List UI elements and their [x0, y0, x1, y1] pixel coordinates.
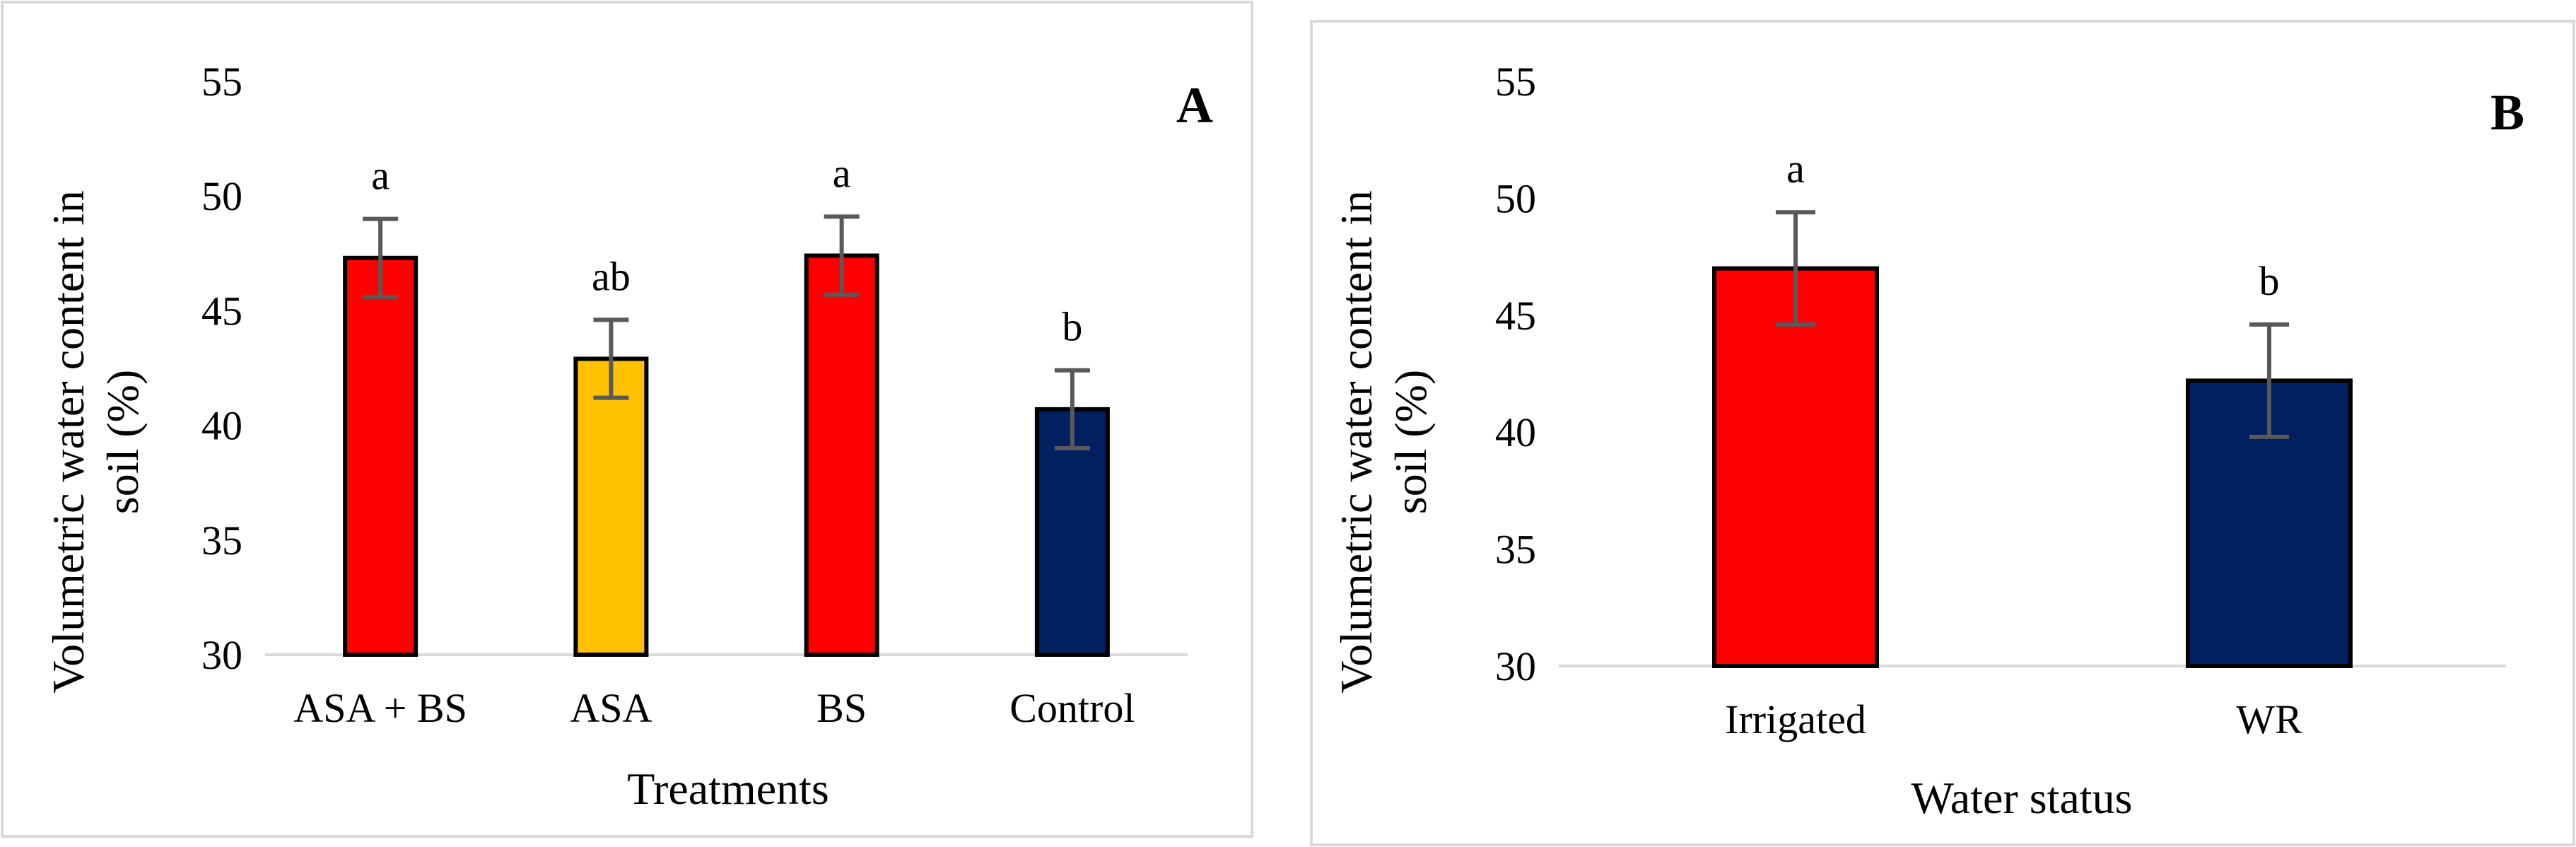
panel-b-frame [1310, 20, 2575, 846]
panel-a-y-tick-label: 35 [201, 518, 242, 563]
panel-a-bar-bs [804, 253, 879, 657]
panel-b-y-tick-label: 40 [1495, 409, 1536, 455]
panel-b-y-axis-title: Volumetric water content in soil (%) [1331, 190, 1436, 694]
panel-a-x-axis-title: Treatments [627, 764, 829, 814]
panel-a-category-label: Control [1009, 685, 1135, 731]
panel-a-y-tick-label: 45 [201, 288, 242, 334]
panel-a-significance-letter: b [1062, 304, 1082, 350]
panel-b-y-tick-label: 45 [1495, 293, 1536, 339]
panel-b-category-label: Irrigated [1725, 696, 1866, 742]
panel-a-category-label: BS [816, 685, 867, 731]
panel-a-y-tick-label: 30 [201, 632, 242, 678]
panel-a-y-tick-label: 55 [201, 59, 242, 105]
panel-a-y-axis-title-line-2: soil (%) [98, 370, 148, 514]
panel-a-plot-area: 30 35 40 45 50 55 a ASA + BS ab ASA a BS b Control [201, 59, 1188, 731]
panel-a-letter: A [1176, 77, 1213, 134]
panel-b-y-tick-label: 55 [1495, 59, 1536, 105]
panel-b-y-tick-label: 30 [1495, 643, 1536, 689]
panel-a-category-label: ASA [570, 685, 652, 731]
panel-b-x-axis-title: Water status [1911, 773, 2133, 823]
panel-b: 30 35 40 45 50 55 a Irrigated b WR B Water status… [1310, 20, 2575, 846]
panel-a-significance-letter: a [371, 153, 390, 199]
panel-b-y-tick-label: 50 [1495, 175, 1536, 221]
panel-a-significance-letter: ab [592, 253, 631, 299]
panel-b-significance-letter: a [1786, 146, 1805, 192]
panel-b-bar-irrigated [1712, 266, 1879, 668]
panel-b-y-tick-label: 35 [1495, 527, 1536, 573]
panel-a-significance-letter: a [833, 150, 851, 196]
panel-b-y-axis-title-line-2: soil (%) [1386, 370, 1436, 514]
panel-a-bar-asa [573, 356, 649, 657]
panel-a-bar-asa-bs [343, 255, 418, 657]
panel-a-y-tick-label: 50 [201, 173, 242, 219]
panel-b-category-label: WR [2236, 696, 2302, 742]
panel-a-category-label: ASA + BS [293, 685, 467, 731]
panel-b-significance-letter: b [2259, 258, 2280, 304]
panel-a-y-tick-label: 40 [201, 403, 242, 449]
panel-a-y-axis-title: Volumetric water content in soil (%) [43, 190, 148, 694]
panel-b-y-axis-title-line-1: Volumetric water content in [1331, 190, 1381, 694]
panel-b-plot-area: 30 35 40 45 50 55 a Irrigated b WR [1495, 59, 2506, 742]
panel-b-letter: B [2490, 84, 2524, 141]
panel-a-y-axis-title-line-1: Volumetric water content in [43, 190, 93, 694]
